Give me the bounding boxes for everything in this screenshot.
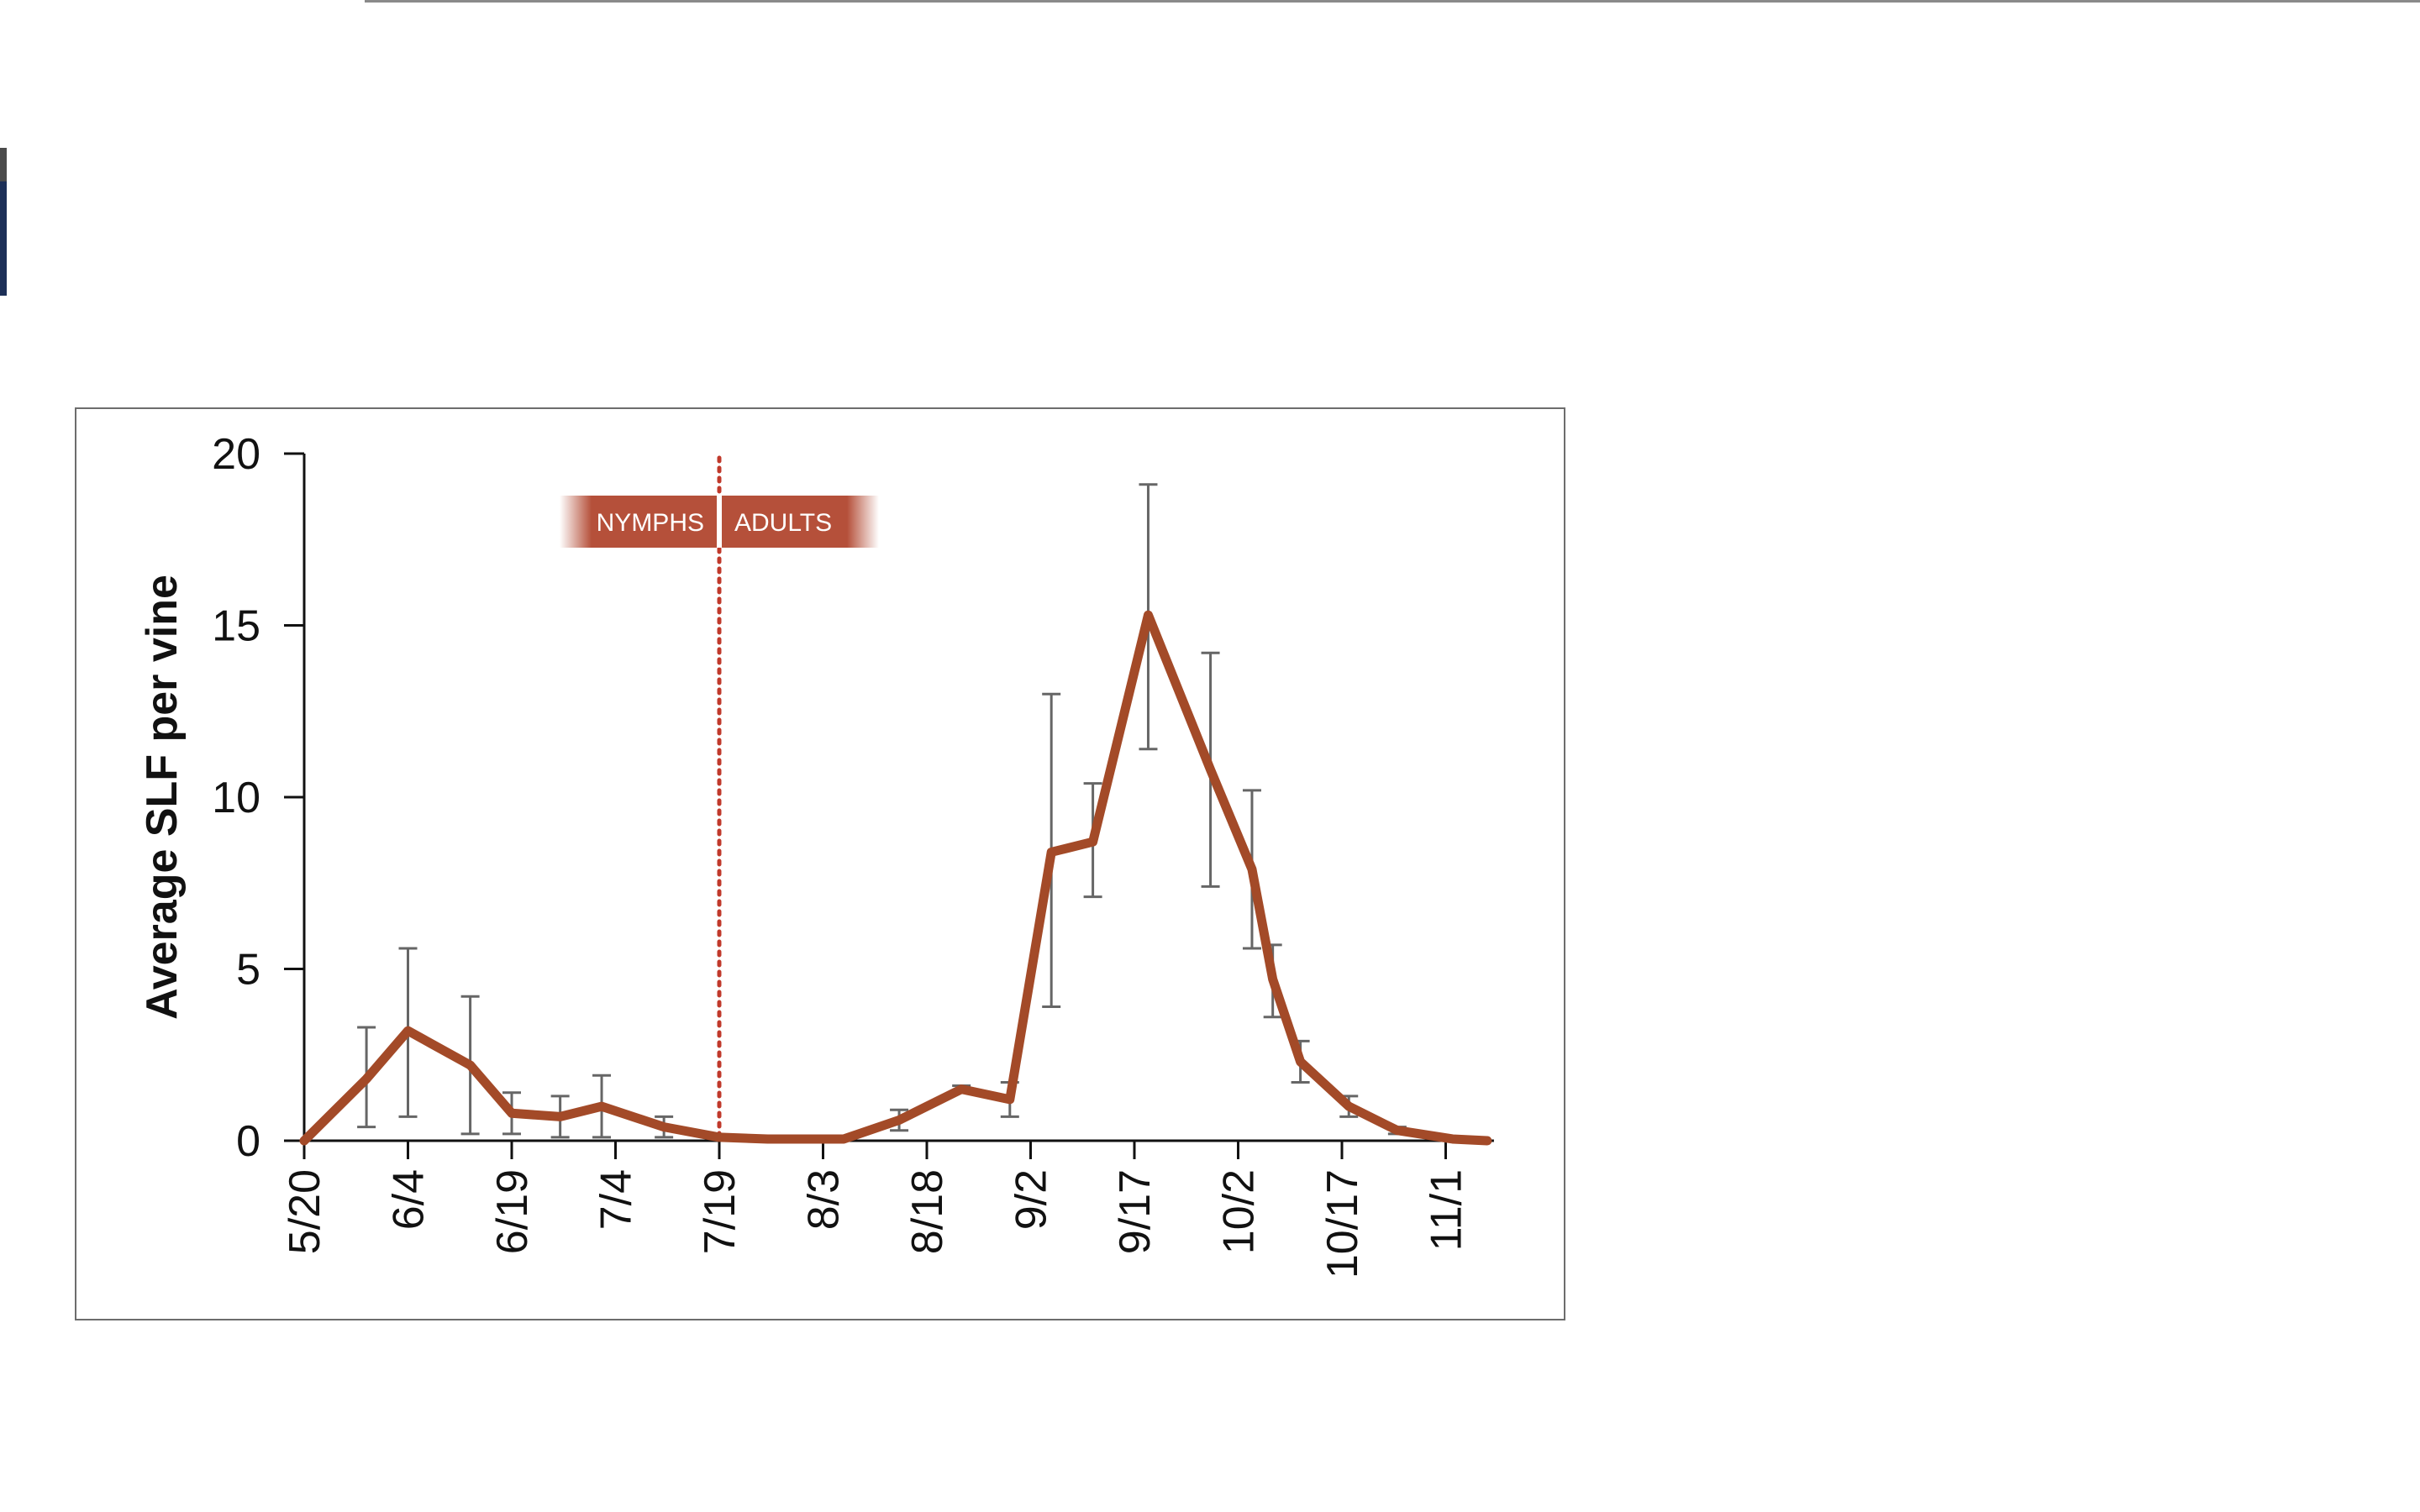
y-tick-labels: 0 5 10 15 20 — [212, 430, 260, 1166]
chart-frame — [75, 407, 1565, 1320]
x-tick-label: 7/19 — [696, 1169, 744, 1254]
error-bars — [357, 483, 1407, 1139]
y-tick-label: 5 — [236, 946, 260, 995]
x-tick-labels: 5/20 6/4 6/19 7/4 7/19 8/3 8/18 9/2 9/17 10/2 10/1… — [281, 1169, 1471, 1278]
x-tick-label: 10/2 — [1215, 1169, 1264, 1254]
x-tick-label: 10/17 — [1318, 1169, 1367, 1278]
side-accent-bar-cap — [0, 148, 7, 181]
y-axis-title: Average SLF per vine — [138, 575, 187, 1020]
side-accent-bar — [0, 148, 7, 296]
y-tick-label: 20 — [212, 430, 260, 479]
x-tick-label: 6/4 — [385, 1169, 434, 1230]
x-tick-label: 5/20 — [281, 1169, 329, 1254]
x-tick-label: 9/17 — [1111, 1169, 1160, 1254]
x-tick-label: 8/3 — [800, 1169, 849, 1230]
x-tick-label: 8/18 — [903, 1169, 952, 1254]
x-tick-label: 7/4 — [592, 1169, 641, 1230]
x-tick-label: 6/19 — [488, 1169, 537, 1254]
series-line — [299, 610, 1492, 1146]
adults-label: ADULTS — [734, 509, 832, 537]
nymphs-label: NYMPHS — [597, 509, 704, 537]
y-tick-label: 0 — [236, 1117, 260, 1166]
x-tick-label: 11/1 — [1423, 1169, 1471, 1251]
y-tick-label: 15 — [212, 602, 260, 651]
axes — [284, 452, 1494, 1159]
top-rule — [365, 0, 2420, 3]
y-tick-label: 10 — [212, 774, 260, 822]
x-tick-label: 9/2 — [1007, 1169, 1056, 1230]
